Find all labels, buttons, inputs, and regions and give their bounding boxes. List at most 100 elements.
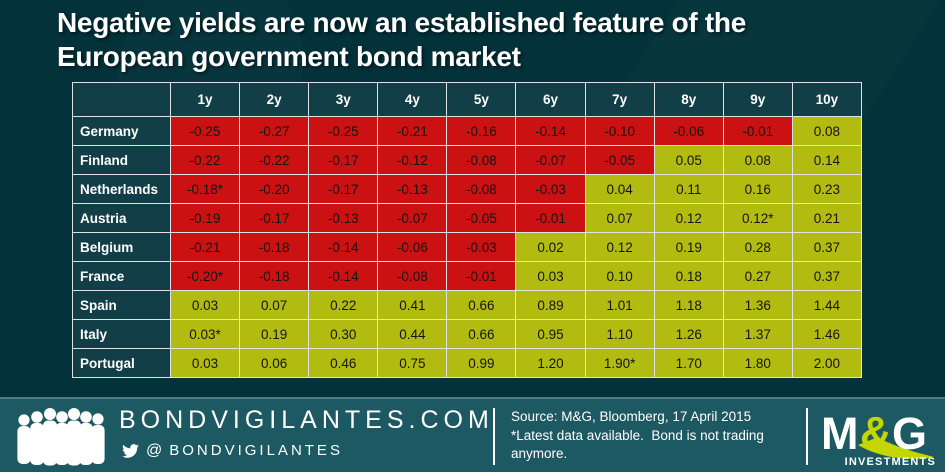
cell-austria-10y: 0.21 xyxy=(791,203,863,233)
footer-divider-2 xyxy=(806,408,808,465)
cell-germany-7y: -0.10 xyxy=(584,116,655,146)
cell-finland-7y: -0.05 xyxy=(584,145,655,175)
cell-finland-2y: -0.22 xyxy=(239,145,310,175)
cell-france-8y: 0.18 xyxy=(653,261,724,291)
page-title-line2: European government bond market xyxy=(57,41,521,72)
col-header-3y: 3y xyxy=(308,82,379,117)
source-note: Source: M&G, Bloomberg, 17 April 2015 *L… xyxy=(511,408,799,464)
yields-table: 1y 2y 3y 4y 5y 6y 7y 8y 9y 10y Germany -0.25 -0.27 -0… xyxy=(72,82,863,378)
cell-belgium-2y: -0.18 xyxy=(239,232,310,262)
cell-austria-9y: 0.12* xyxy=(722,203,793,233)
table-row-germany: Germany -0.25 -0.27 -0.25 -0.21 -0.16 -0.14 -0.… xyxy=(72,116,863,146)
cell-germany-4y: -0.21 xyxy=(377,116,448,146)
cell-germany-3y: -0.25 xyxy=(308,116,379,146)
cell-germany-9y: -0.01 xyxy=(722,116,793,146)
cell-spain-1y: 0.03 xyxy=(169,290,241,320)
cell-italy-10y: 1.46 xyxy=(791,319,863,349)
row-header-belgium: Belgium xyxy=(72,232,171,262)
cell-france-9y: 0.27 xyxy=(722,261,793,291)
table-row-portugal: Portugal 0.03 0.06 0.46 0.75 0.99 1.20 1.90* 1.7… xyxy=(72,348,863,378)
source-line2: *Latest data available. Bond is not trad… xyxy=(511,427,768,462)
cell-finland-5y: -0.08 xyxy=(446,145,517,175)
twitter-handle: BONDVIGILANTES xyxy=(169,442,343,459)
cell-portugal-1y: 0.03 xyxy=(169,348,241,378)
cell-italy-2y: 0.19 xyxy=(239,319,310,349)
mg-investments-logo: M & G INVESTMENTS xyxy=(821,408,936,468)
row-header-finland: Finland xyxy=(72,145,171,175)
cell-france-6y: 0.03 xyxy=(515,261,586,291)
cell-france-3y: -0.14 xyxy=(308,261,379,291)
cell-belgium-5y: -0.03 xyxy=(446,232,517,262)
footer-bar: BONDVIGILANTES.COM @ BONDVIGILANTES Sour… xyxy=(0,397,945,472)
cell-portugal-5y: 0.99 xyxy=(446,348,517,378)
cell-finland-4y: -0.12 xyxy=(377,145,448,175)
row-header-spain: Spain xyxy=(72,290,171,320)
cell-spain-3y: 0.22 xyxy=(308,290,379,320)
cell-austria-6y: -0.01 xyxy=(515,203,586,233)
cell-austria-5y: -0.05 xyxy=(446,203,517,233)
people-silhouette-icon xyxy=(17,408,105,466)
col-header-8y: 8y xyxy=(653,82,724,117)
cell-netherlands-7y: 0.04 xyxy=(584,174,655,204)
col-header-6y: 6y xyxy=(515,82,586,117)
cell-germany-10y: 0.08 xyxy=(791,116,863,146)
twitter-bird-icon xyxy=(122,443,139,458)
cell-spain-5y: 0.66 xyxy=(446,290,517,320)
row-header-austria: Austria xyxy=(72,203,171,233)
table-row-belgium: Belgium -0.21 -0.18 -0.14 -0.06 -0.03 0.02 0.12… xyxy=(72,232,863,262)
cell-finland-1y: -0.22 xyxy=(169,145,241,175)
twitter-at-symbol: @ xyxy=(146,441,163,459)
table-row-france: France -0.20* -0.18 -0.14 -0.08 -0.01 0.03 0.10… xyxy=(72,261,863,291)
cell-belgium-1y: -0.21 xyxy=(169,232,241,262)
cell-spain-10y: 1.44 xyxy=(791,290,863,320)
table-row-finland: Finland -0.22 -0.22 -0.17 -0.12 -0.08 -0.07 -0.… xyxy=(72,145,863,175)
cell-belgium-8y: 0.19 xyxy=(653,232,724,262)
cell-netherlands-8y: 0.11 xyxy=(653,174,724,204)
cell-netherlands-5y: -0.08 xyxy=(446,174,517,204)
row-header-italy: Italy xyxy=(72,319,171,349)
cell-austria-8y: 0.12 xyxy=(653,203,724,233)
cell-france-4y: -0.08 xyxy=(377,261,448,291)
cell-france-1y: -0.20* xyxy=(169,261,241,291)
cell-portugal-10y: 2.00 xyxy=(791,348,863,378)
col-header-9y: 9y xyxy=(722,82,793,117)
cell-austria-1y: -0.19 xyxy=(169,203,241,233)
cell-netherlands-4y: -0.13 xyxy=(377,174,448,204)
cell-finland-9y: 0.08 xyxy=(722,145,793,175)
cell-italy-8y: 1.26 xyxy=(653,319,724,349)
cell-france-2y: -0.18 xyxy=(239,261,310,291)
cell-netherlands-9y: 0.16 xyxy=(722,174,793,204)
logo-letter-g: G xyxy=(892,408,927,459)
logo-subtitle: INVESTMENTS xyxy=(845,456,936,468)
cell-portugal-7y: 1.90* xyxy=(584,348,655,378)
cell-finland-3y: -0.17 xyxy=(308,145,379,175)
corner-cell xyxy=(72,82,171,117)
cell-belgium-9y: 0.28 xyxy=(722,232,793,262)
row-header-netherlands: Netherlands xyxy=(72,174,171,204)
cell-france-7y: 0.10 xyxy=(584,261,655,291)
cell-portugal-6y: 1.20 xyxy=(515,348,586,378)
header-row: 1y 2y 3y 4y 5y 6y 7y 8y 9y 10y xyxy=(72,82,863,117)
cell-portugal-3y: 0.46 xyxy=(308,348,379,378)
site-name: BONDVIGILANTES.COM xyxy=(119,406,494,434)
source-line1: Source: M&G, Bloomberg, 17 April 2015 xyxy=(511,409,752,424)
logo-swoosh xyxy=(858,437,934,459)
cell-spain-6y: 0.89 xyxy=(515,290,586,320)
col-header-4y: 4y xyxy=(377,82,448,117)
logo-ampersand: & xyxy=(860,408,892,457)
cell-germany-1y: -0.25 xyxy=(169,116,241,146)
cell-spain-2y: 0.07 xyxy=(239,290,310,320)
cell-belgium-7y: 0.12 xyxy=(584,232,655,262)
cell-france-10y: 0.37 xyxy=(791,261,863,291)
twitter-row: @ BONDVIGILANTES xyxy=(122,442,343,459)
col-header-5y: 5y xyxy=(446,82,517,117)
cell-germany-6y: -0.14 xyxy=(515,116,586,146)
page-title: Negative yields are now an established f… xyxy=(57,6,897,74)
cell-belgium-4y: -0.06 xyxy=(377,232,448,262)
logo-letter-m: M xyxy=(821,408,859,459)
cell-finland-8y: 0.05 xyxy=(653,145,724,175)
cell-austria-3y: -0.13 xyxy=(308,203,379,233)
col-header-2y: 2y xyxy=(239,82,310,117)
cell-finland-6y: -0.07 xyxy=(515,145,586,175)
